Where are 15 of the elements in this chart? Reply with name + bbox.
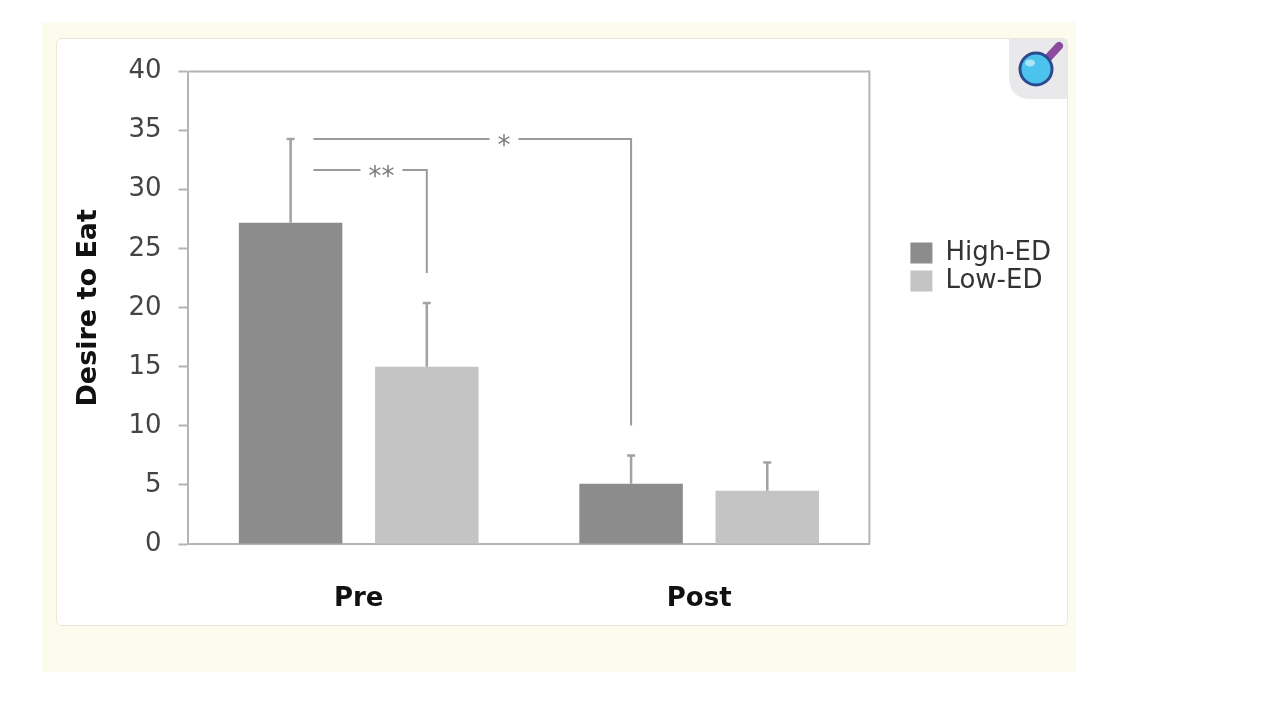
y-tick-label: 0: [144, 526, 162, 557]
y-tick-label: 30: [128, 172, 162, 203]
y-tick-label: 10: [128, 408, 162, 439]
y-tick-label: 15: [128, 349, 162, 380]
annotation: **: [368, 160, 395, 191]
y-tick-label: 35: [128, 113, 162, 144]
y-tick-label: 20: [128, 290, 162, 321]
y-tick-label: 25: [128, 231, 162, 262]
y-tick-label: 40: [128, 54, 162, 85]
x-tick-label: Post: [666, 582, 732, 613]
legend-label: High-ED: [945, 235, 1052, 266]
y-axis-title: Desire to Eat: [71, 208, 103, 407]
x-tick-label: Pre: [333, 582, 384, 613]
annotation: *: [497, 129, 511, 160]
y-tick-label: 5: [144, 467, 162, 498]
